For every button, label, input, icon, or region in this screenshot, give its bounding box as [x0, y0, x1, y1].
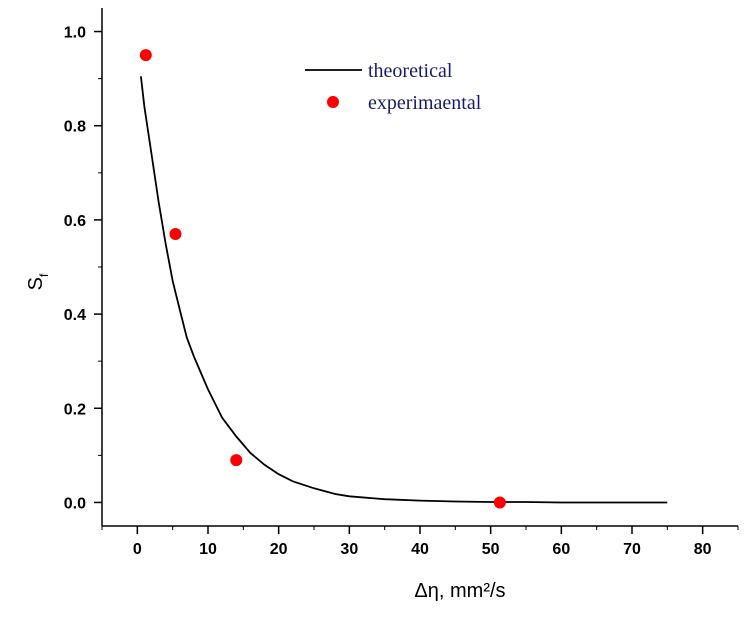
y-tick-label: 0.8: [64, 119, 86, 136]
y-tick-label: 0.4: [64, 307, 86, 324]
y-tick-label: 0.6: [64, 213, 86, 230]
x-tick-label: 20: [270, 541, 288, 558]
y-tick-label: 0.2: [64, 401, 86, 418]
x-tick-label: 50: [482, 541, 500, 558]
data-point-experimental: [169, 228, 182, 241]
x-tick-label: 10: [199, 541, 217, 558]
x-tick-label: 80: [694, 541, 712, 558]
y-axis-ticks: 0.0 0.2 0.4 0.6 0.8 1.0: [64, 25, 102, 512]
y-axis-title: Sf: [25, 273, 51, 290]
y-tick-label: 0.0: [64, 495, 86, 512]
x-tick-label: 30: [340, 541, 358, 558]
legend-label-experimental: experimaental: [368, 92, 482, 114]
series-line-theoretical: [140, 76, 668, 504]
x-tick-label: 70: [623, 541, 641, 558]
legend: theoretical experimaental: [305, 60, 482, 114]
x-axis-ticks: 0 10 20 30 40 50 60 70 80: [101, 526, 739, 558]
y-tick-label: 1.0: [64, 25, 86, 42]
x-tick-label: 40: [411, 541, 429, 558]
x-tick-label: 0: [133, 541, 142, 558]
axes: [101, 8, 738, 527]
legend-marker-symbol: [327, 96, 339, 108]
data-point-experimental: [230, 454, 243, 467]
data-point-experimental: [139, 49, 152, 62]
x-tick-label: 60: [552, 541, 570, 558]
data-point-experimental: [493, 496, 506, 509]
x-axis-title: Δη, mm²/s: [414, 580, 505, 602]
legend-label-theoretical: theoretical: [368, 60, 453, 82]
plot-area: [139, 49, 668, 509]
